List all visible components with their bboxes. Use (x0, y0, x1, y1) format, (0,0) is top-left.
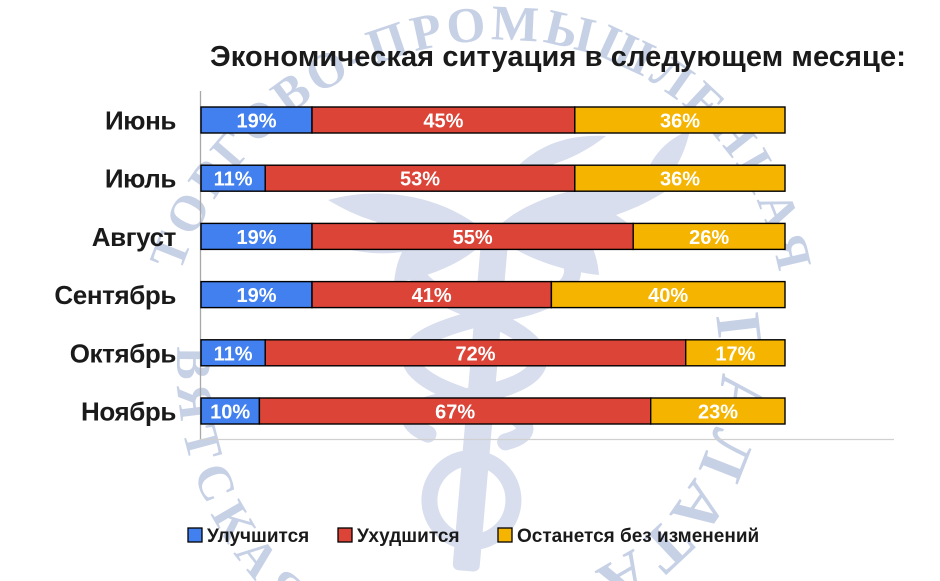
svg-text:19%: 19% (236, 285, 276, 307)
svg-text:Август: Август (92, 222, 177, 252)
svg-text:19%: 19% (236, 227, 276, 249)
svg-text:Ноябрь: Ноябрь (81, 397, 176, 427)
svg-text:Сентябрь: Сентябрь (54, 280, 176, 310)
svg-text:36%: 36% (660, 111, 700, 133)
svg-text:11%: 11% (214, 169, 253, 191)
svg-text:Июль: Июль (105, 164, 176, 194)
svg-text:Улучшится: Улучшится (207, 526, 309, 547)
svg-text:45%: 45% (423, 111, 463, 133)
svg-text:53%: 53% (400, 169, 440, 191)
svg-text:36%: 36% (660, 169, 700, 191)
svg-text:11%: 11% (214, 343, 253, 365)
svg-text:67%: 67% (435, 402, 475, 424)
svg-text:55%: 55% (453, 227, 493, 249)
svg-text:19%: 19% (236, 111, 276, 133)
svg-text:10%: 10% (210, 402, 250, 424)
svg-text:17%: 17% (715, 343, 755, 365)
svg-text:Экономическая ситуация в следу: Экономическая ситуация в следующем месяц… (210, 41, 906, 73)
svg-text:26%: 26% (689, 227, 729, 249)
svg-text:40%: 40% (648, 285, 688, 307)
svg-text:Останется без изменений: Останется без изменений (517, 526, 759, 547)
svg-text:41%: 41% (412, 285, 452, 307)
svg-text:Ухудшится: Ухудшится (357, 526, 460, 547)
svg-text:72%: 72% (455, 343, 495, 365)
svg-text:Июнь: Июнь (105, 106, 176, 136)
svg-text:23%: 23% (698, 402, 738, 424)
svg-text:Октябрь: Октябрь (70, 338, 176, 368)
